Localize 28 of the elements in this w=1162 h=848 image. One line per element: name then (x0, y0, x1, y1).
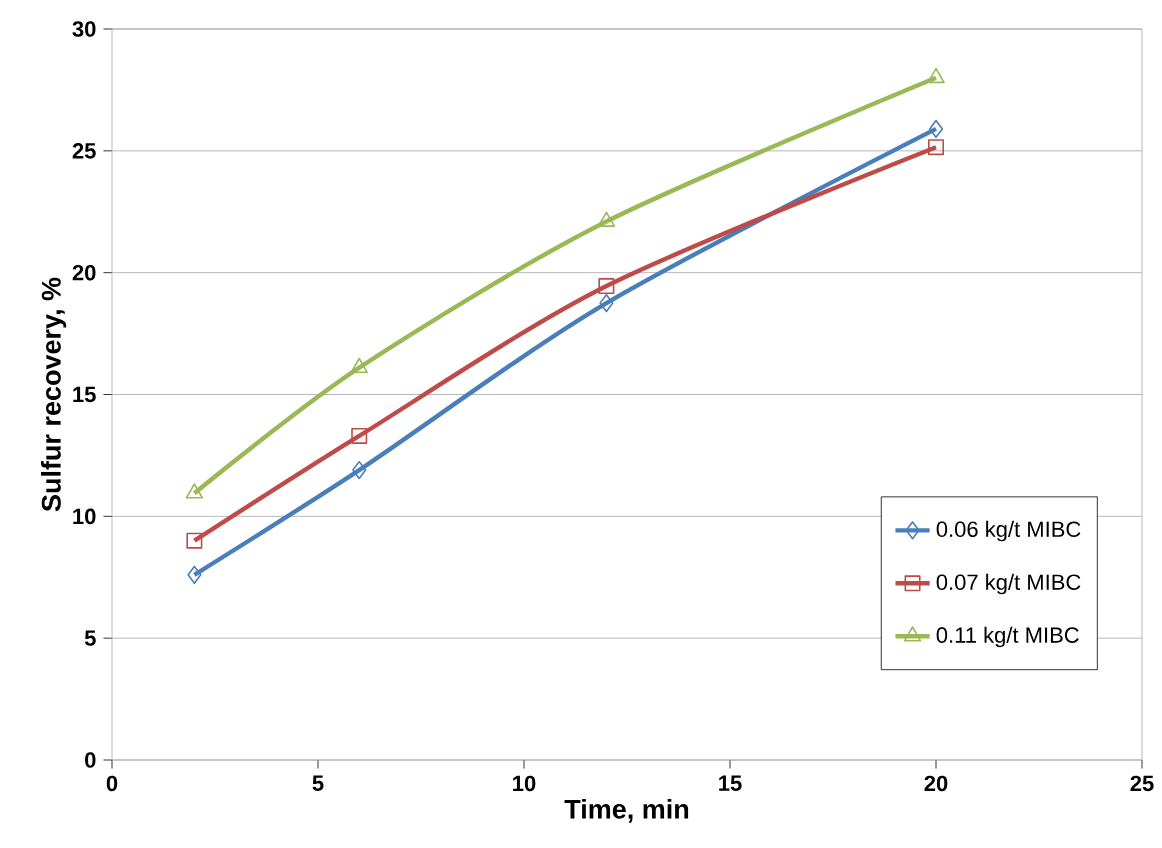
y-tick-label: 5 (84, 630, 96, 646)
y-tick-label: 10 (73, 508, 96, 525)
y-tick-label: 15 (73, 386, 96, 403)
legend-label: 0.07 kg/t MIBC (936, 573, 1081, 595)
x-axis-title: Time, min (564, 798, 689, 823)
legend-label: 0.06 kg/t MIBC (936, 520, 1081, 542)
x-tick-label: 25 (1130, 775, 1154, 792)
x-tick-label: 5 (312, 775, 324, 791)
point (928, 139, 945, 156)
point (598, 278, 615, 295)
point (185, 483, 204, 499)
y-tick-label: 20 (72, 264, 96, 281)
legend-label: 0.11 kg/t MIBC (936, 626, 1079, 648)
point (186, 532, 203, 549)
x-tick-label: 20 (924, 775, 948, 792)
point (599, 293, 614, 313)
x-tick-label: 10 (513, 775, 536, 792)
y-tick-label: 0 (85, 752, 96, 768)
y-tick-label: 25 (72, 143, 96, 159)
x-tick-label: 15 (719, 775, 742, 791)
x-tick-label: 0 (106, 775, 118, 792)
point (928, 119, 944, 139)
point (187, 565, 202, 585)
point (351, 427, 368, 444)
y-tick-label: 30 (72, 21, 96, 37)
point (350, 357, 368, 374)
point (352, 460, 367, 480)
y-axis-title: Sulfur recovery, % (41, 277, 67, 512)
